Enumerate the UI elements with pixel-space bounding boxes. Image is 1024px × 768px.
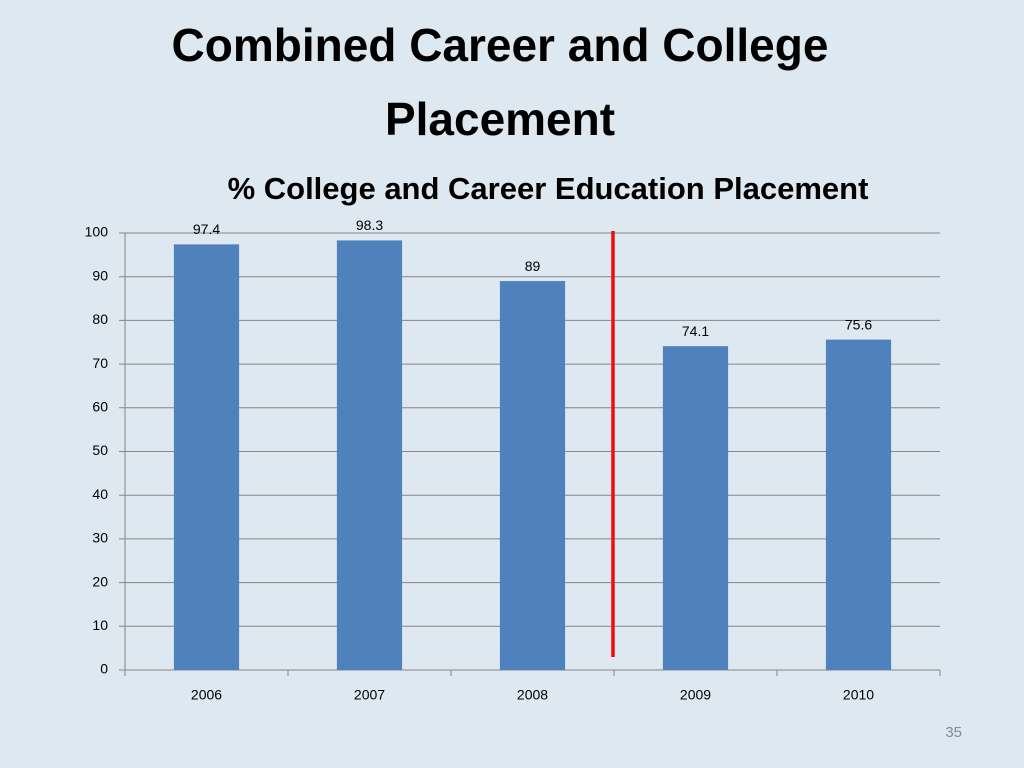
data-label: 89 <box>525 258 541 274</box>
y-tick-label: 80 <box>92 311 108 327</box>
page-number: 35 <box>945 724 962 741</box>
y-tick-label: 100 <box>85 224 109 240</box>
slide-title: Combined Career and College Placement <box>171 19 829 145</box>
y-tick-label: 90 <box>92 267 108 283</box>
y-tick-label: 30 <box>92 530 108 546</box>
y-tick-label: 40 <box>92 486 108 502</box>
data-label: 75.6 <box>845 316 872 332</box>
x-tick-label: 2007 <box>354 687 385 703</box>
data-label: 74.1 <box>682 323 709 339</box>
data-label: 97.4 <box>193 221 220 237</box>
y-tick-label: 10 <box>92 617 108 633</box>
y-tick-label: 50 <box>92 442 108 458</box>
y-tick-label: 60 <box>92 399 108 415</box>
bar <box>173 244 240 670</box>
bar <box>336 240 403 670</box>
bar <box>499 281 566 670</box>
data-label: 98.3 <box>356 217 383 233</box>
x-tick-label: 2008 <box>517 687 548 703</box>
x-tick-label: 2009 <box>680 687 711 703</box>
bar <box>825 339 892 670</box>
x-tick-label: 2010 <box>843 687 874 703</box>
y-tick-label: 20 <box>92 573 108 589</box>
y-tick-label: 70 <box>92 355 108 371</box>
bar <box>662 346 729 670</box>
chart-title: % College and Career Education Placement <box>228 171 869 206</box>
y-tick-label: 0 <box>100 661 108 677</box>
x-tick-label: 2006 <box>191 687 222 703</box>
